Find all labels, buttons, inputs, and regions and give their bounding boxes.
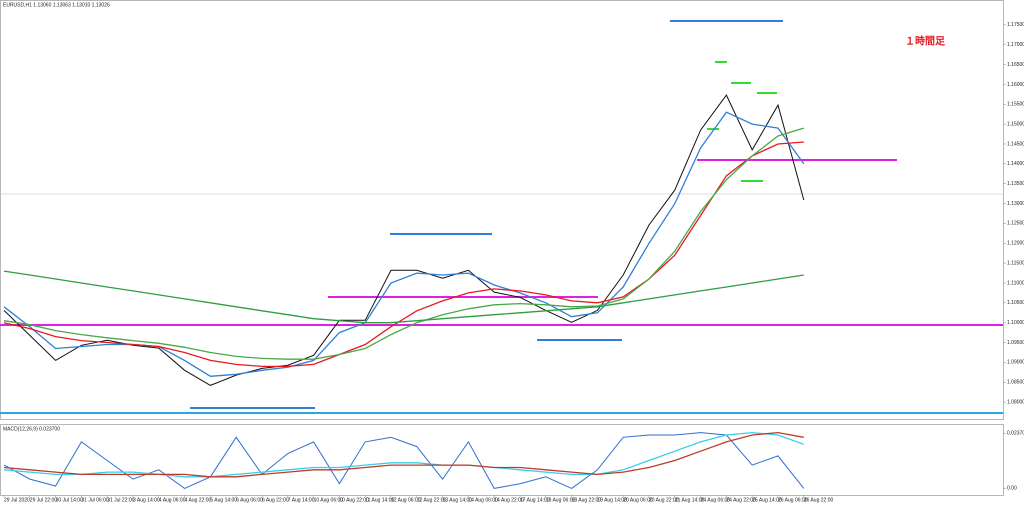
annotations	[0, 20, 1003, 414]
x-tick-label: 3 Aug 14:00	[133, 497, 160, 503]
y-tick-label: 1.09000	[1007, 360, 1024, 366]
x-tick-label: 14 Aug 22:00	[494, 497, 524, 503]
sub-title: MACD(12,26,9) 0.023700	[3, 426, 60, 432]
x-tick-label: 10 Aug 22:00	[339, 497, 369, 503]
annotation: １時間足	[905, 35, 946, 48]
y-tick-label: 1.12000	[1007, 241, 1024, 247]
x-tick-label: 13 Aug 14:00	[443, 497, 473, 503]
x-tick-label: 30 Jul 14:00	[56, 497, 83, 503]
y-tick-label: 1.08500	[1007, 380, 1024, 386]
x-tick-label: 21 Aug 14:00	[675, 497, 705, 503]
x-tick-label: 12 Aug 06:00	[391, 497, 421, 503]
x-tick-label: 7 Aug 14:00	[288, 497, 315, 503]
y-tick-label: 1.16000	[1007, 82, 1024, 88]
series-line	[3, 127, 804, 360]
x-tick-label: 19 Aug 14:00	[597, 497, 627, 503]
x-tick-label: 29 Jul 2020	[4, 497, 30, 503]
x-tick-label: 18 Aug 06:00	[546, 497, 576, 503]
x-tick-label: 20 Aug 22:00	[649, 497, 679, 503]
y-tick-label: 1.16500	[1007, 62, 1024, 68]
x-tick-label: 18 Aug 22:00	[572, 497, 602, 503]
x-tick-label: 12 Aug 22:00	[417, 497, 447, 503]
y-tick-label: 0.023700	[1007, 431, 1024, 437]
y-tick-label: 1.11000	[1007, 280, 1024, 286]
sub-panel	[0, 424, 1004, 496]
y-tick-label: 1.09500	[1007, 340, 1024, 346]
y-tick-label: 1.14500	[1007, 141, 1024, 147]
series-line	[3, 94, 805, 386]
y-tick-label: 1.15500	[1007, 102, 1024, 108]
series-line	[3, 270, 804, 324]
x-tick-label: 4 Aug 06:00	[159, 497, 186, 503]
x-tick-label: 4 Aug 22:00	[185, 497, 212, 503]
y-tick-label: 1.17000	[1007, 42, 1024, 48]
series-line	[3, 431, 804, 478]
y-tick-label: 1.10000	[1007, 320, 1024, 326]
x-tick-label: 10 Aug 06:00	[314, 497, 344, 503]
x-tick-label: 31 Jul 22:00	[107, 497, 134, 503]
x-tick-label: 5 Aug 14:00	[210, 497, 237, 503]
x-tick-label: 6 Aug 06:00	[236, 497, 263, 503]
x-tick-label: 25 Aug 14:00	[752, 497, 782, 503]
x-tick-label: 24 Aug 22:00	[726, 497, 756, 503]
y-tick-label: 1.12500	[1007, 221, 1024, 227]
x-tick-label: 31 Jul 06:00	[81, 497, 108, 503]
y-tick-label: 1.10500	[1007, 300, 1024, 306]
x-tick-label: 24 Aug 06:00	[701, 497, 731, 503]
y-tick-label: 1.17500	[1007, 22, 1024, 28]
series-line	[3, 141, 804, 368]
x-tick-label: 6 Aug 22:00	[262, 497, 289, 503]
series-line	[3, 432, 805, 489]
y-tick-label: 0.00	[1007, 486, 1017, 492]
y-tick-label: 1.13000	[1007, 201, 1024, 207]
x-tick-label: 14 Aug 06:00	[468, 497, 498, 503]
x-tick-label: 11 Aug 14:00	[365, 497, 394, 503]
series-line	[3, 431, 805, 478]
x-tick-label: 17 Aug 14:00	[520, 497, 550, 503]
x-tick-label: 29 Jul 22:00	[30, 497, 57, 503]
main-panel	[0, 0, 1004, 420]
x-tick-label: 26 Aug 22:00	[804, 497, 834, 503]
chart-title: EURUSD,H1 1.13060 1.13063 1.13010 1.1302…	[3, 2, 110, 8]
y-tick-label: 1.08000	[1007, 399, 1024, 405]
x-tick-label: 26 Aug 06:00	[778, 497, 808, 503]
y-tick-label: 1.13500	[1007, 181, 1024, 187]
x-tick-label: 20 Aug 06:00	[623, 497, 653, 503]
y-tick-label: 1.11500	[1007, 260, 1024, 266]
y-tick-label: 1.14000	[1007, 161, 1024, 167]
y-tick-label: 1.15000	[1007, 121, 1024, 127]
